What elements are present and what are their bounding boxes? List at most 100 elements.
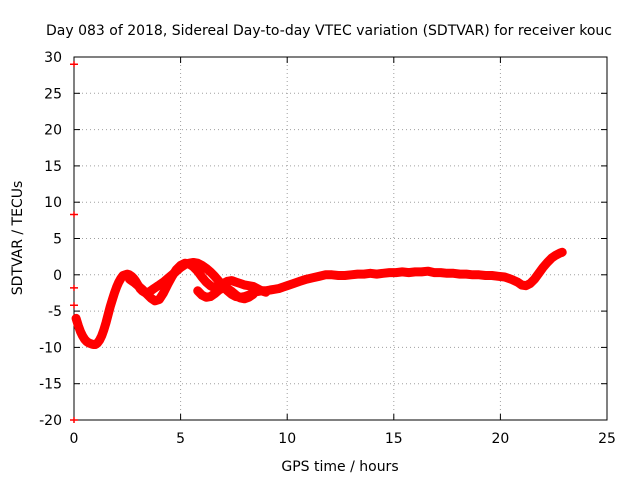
data-point	[193, 286, 202, 295]
y-tick-label: 30	[44, 50, 62, 66]
data-point	[155, 280, 164, 289]
data-point	[302, 275, 311, 284]
data-point	[168, 272, 177, 281]
data-point	[163, 280, 172, 289]
series-secondary-track	[124, 258, 271, 306]
data-point	[295, 277, 304, 286]
y-tick-label: -15	[39, 377, 62, 393]
data-point	[101, 318, 110, 327]
x-tick-label: 5	[176, 431, 185, 447]
data-point	[214, 286, 223, 295]
isolated-points	[70, 61, 78, 423]
data-point	[206, 292, 215, 301]
data-point	[110, 288, 119, 297]
data-point	[206, 267, 215, 276]
data-point	[99, 325, 108, 334]
data-point	[197, 291, 206, 300]
y-tick-label: 5	[53, 232, 62, 248]
isolated-point	[70, 417, 78, 423]
y-tick-label: -5	[48, 304, 62, 320]
x-tick-label: 20	[491, 431, 509, 447]
plot-frame	[73, 56, 608, 421]
data-point	[95, 336, 104, 345]
x-tick-label: 25	[598, 431, 616, 447]
data-point	[155, 295, 164, 304]
data-point	[206, 281, 215, 290]
data-point	[197, 261, 206, 270]
data-point	[76, 327, 85, 336]
data-point	[223, 284, 232, 293]
data-point	[521, 281, 530, 290]
data-point	[210, 272, 219, 281]
x-tick-label: 15	[385, 431, 403, 447]
data-point	[227, 287, 236, 296]
series-loop-track	[193, 283, 258, 304]
data-point	[193, 267, 202, 276]
y-tick-labels: -20 -15 -10 -5 0 5 10 15 20 25 30	[39, 50, 62, 429]
y-tick-label: 15	[44, 159, 62, 175]
data-point	[176, 261, 185, 270]
data-point	[142, 289, 151, 298]
data-point	[112, 283, 121, 292]
data-point	[159, 288, 168, 297]
data-point	[146, 294, 155, 303]
data-point	[236, 279, 245, 288]
y-tick-label: -20	[39, 413, 62, 429]
data-point	[249, 290, 258, 299]
y-tick-label: 10	[44, 195, 62, 211]
data-point	[197, 272, 206, 281]
data-point	[423, 267, 432, 276]
data-point	[530, 275, 539, 284]
data-point	[500, 272, 509, 281]
data-point	[210, 289, 219, 298]
data-series	[71, 247, 567, 349]
data-point	[315, 272, 324, 281]
data-point	[232, 291, 241, 300]
isolated-point	[70, 284, 78, 291]
data-point	[539, 263, 548, 272]
data-point	[289, 279, 298, 288]
y-tick-label: -10	[39, 340, 62, 356]
data-point	[72, 314, 81, 323]
data-point	[185, 259, 194, 268]
data-point	[125, 275, 134, 284]
data-point	[97, 331, 106, 340]
data-point	[261, 288, 270, 297]
chart-title: Day 083 of 2018, Sidereal Day-to-day VTE…	[46, 23, 612, 39]
y-tick-label: 20	[44, 123, 62, 139]
data-point	[232, 278, 241, 287]
data-point	[551, 251, 560, 260]
x-tick-label: 0	[70, 431, 79, 447]
data-point	[249, 282, 258, 291]
x-axis-label: GPS time / hours	[281, 459, 398, 475]
data-point	[244, 293, 253, 302]
x-tick-labels: 0 5 10 15 20 25	[70, 431, 616, 447]
data-point	[513, 278, 522, 287]
y-tick-label: 0	[53, 268, 62, 284]
data-point	[257, 286, 266, 295]
isolated-point	[70, 302, 78, 309]
data-point	[534, 269, 543, 278]
data-point	[547, 254, 556, 263]
data-point	[151, 296, 160, 305]
isolated-point	[70, 211, 78, 218]
data-point	[172, 265, 181, 274]
y-axis-label: SDTVAR / TECUs	[10, 181, 26, 296]
data-point	[108, 295, 117, 304]
data-point	[558, 248, 567, 257]
data-point	[253, 284, 262, 293]
x-tick-label: 10	[278, 431, 296, 447]
axis-ticks	[73, 56, 608, 421]
grid	[74, 57, 607, 420]
data-point	[133, 281, 142, 290]
isolated-point	[70, 61, 78, 68]
data-point	[274, 284, 283, 293]
data-point	[507, 275, 516, 284]
data-point	[129, 278, 138, 287]
data-point	[202, 278, 211, 287]
data-point	[308, 273, 317, 282]
data-point	[543, 258, 552, 267]
data-point	[106, 302, 115, 311]
data-point	[202, 264, 211, 273]
